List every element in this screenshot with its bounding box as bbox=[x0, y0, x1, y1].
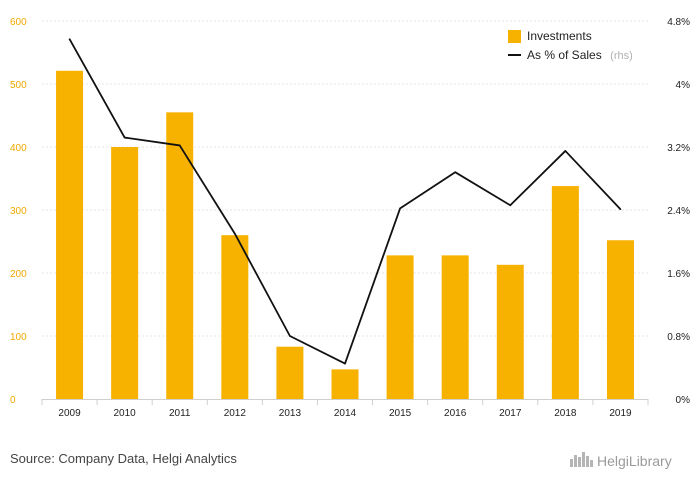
line-point bbox=[344, 362, 346, 365]
x-tick-label: 2015 bbox=[389, 408, 412, 419]
x-tick-label: 2011 bbox=[169, 408, 191, 419]
bar bbox=[111, 147, 139, 399]
gridlines bbox=[42, 20, 648, 337]
bar bbox=[551, 186, 579, 399]
bar bbox=[606, 240, 634, 399]
y2-tick-label: 0.8% bbox=[667, 332, 690, 343]
y-tick-label: 200 bbox=[10, 269, 27, 280]
legend-label-investments: Investments bbox=[527, 29, 592, 43]
y2-tick-label: 4.8% bbox=[667, 17, 690, 28]
bar bbox=[441, 255, 469, 399]
bar bbox=[221, 235, 249, 399]
legend-label-line-text: As % of Sales bbox=[527, 48, 602, 62]
axes: 0 0% 100 0.8% 200 1.6% 300 2.4% 400 3.2% 500 4% 600 4… bbox=[10, 17, 690, 419]
y-tick-label: 0 bbox=[10, 395, 16, 406]
x-tick-label: 2009 bbox=[58, 408, 81, 419]
line-point bbox=[564, 150, 567, 152]
y-tick-label: 400 bbox=[10, 143, 27, 154]
y2-tick-label: 2.4% bbox=[667, 206, 690, 217]
bar-series bbox=[56, 70, 634, 400]
line-point bbox=[123, 136, 126, 139]
y2-tick-label: 1.6% bbox=[667, 269, 690, 280]
bar bbox=[56, 70, 84, 400]
bar bbox=[386, 255, 414, 399]
helgi-logo: HelgiLibrary bbox=[570, 452, 672, 469]
legend-label-line-note: (rhs) bbox=[610, 50, 633, 62]
line-point bbox=[509, 204, 512, 207]
y2-tick-label: 4% bbox=[676, 80, 691, 91]
line-series bbox=[68, 38, 622, 365]
x-tick-label: 2016 bbox=[444, 408, 467, 419]
y-tick-label: 300 bbox=[10, 206, 27, 217]
x-tick-label: 2017 bbox=[499, 408, 522, 419]
legend: Investments As % of Sales (rhs) bbox=[508, 29, 633, 63]
line-point bbox=[619, 208, 622, 211]
x-tick-label: 2010 bbox=[114, 408, 137, 419]
line-point bbox=[399, 207, 401, 210]
bar bbox=[331, 369, 359, 399]
x-tick-label: 2018 bbox=[554, 408, 577, 419]
logo-text: HelgiLibrary bbox=[597, 453, 672, 469]
legend-swatch-investments bbox=[508, 30, 521, 43]
legend-label-line: As % of Sales (rhs) bbox=[527, 46, 633, 63]
line-point bbox=[289, 335, 291, 337]
source-note: Source: Company Data, Helgi Analytics bbox=[10, 451, 237, 466]
line-point bbox=[178, 144, 181, 147]
bar bbox=[496, 264, 524, 399]
line-path bbox=[68, 38, 622, 365]
y-tick-label: 500 bbox=[10, 80, 27, 91]
y-tick-label: 600 bbox=[10, 17, 27, 28]
x-tick-label: 2012 bbox=[224, 408, 247, 419]
x-tick-label: 2014 bbox=[334, 408, 357, 419]
y2-tick-label: 0% bbox=[676, 395, 691, 406]
bar bbox=[276, 346, 304, 399]
y2-tick-label: 3.2% bbox=[667, 143, 690, 154]
line-point bbox=[234, 232, 236, 235]
skyline-icon bbox=[570, 452, 593, 467]
y-tick-label: 100 bbox=[10, 332, 27, 343]
line-point bbox=[454, 171, 456, 173]
x-tick-label: 2019 bbox=[609, 408, 632, 419]
bar bbox=[166, 112, 194, 399]
x-tick-label: 2013 bbox=[279, 408, 302, 419]
line-point bbox=[68, 38, 71, 40]
